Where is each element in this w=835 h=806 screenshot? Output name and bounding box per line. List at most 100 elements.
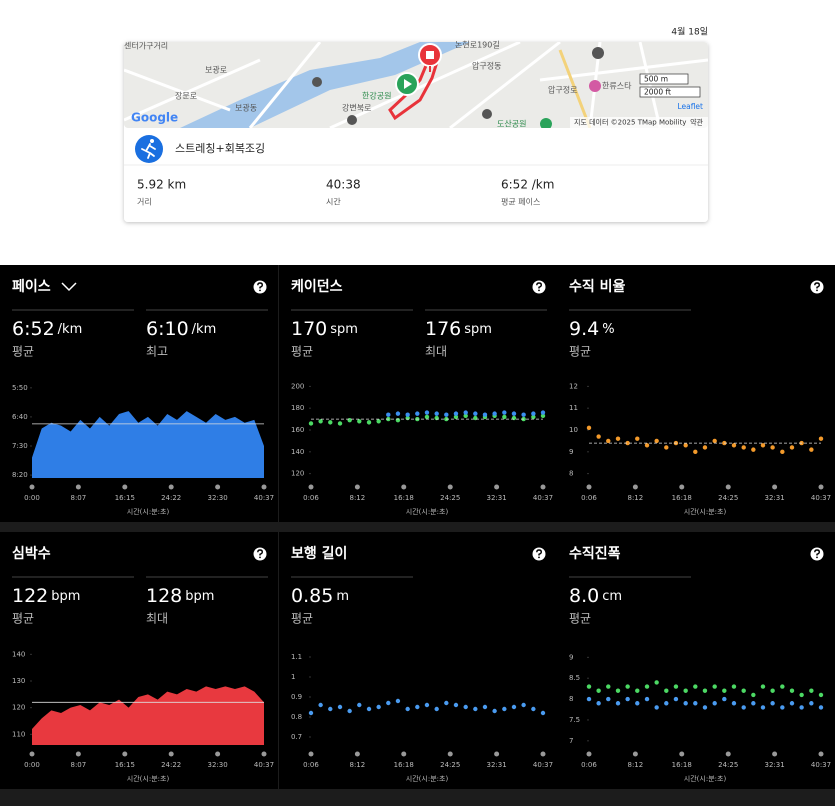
point: [702, 705, 708, 710]
point: [308, 710, 314, 716]
help-dot: [259, 289, 261, 292]
point: [606, 684, 611, 689]
y-tick-label: 180: [291, 404, 304, 412]
point: [347, 708, 352, 714]
x-tick-label: 40:37: [533, 761, 553, 769]
metric-unit: spm: [464, 322, 492, 337]
point: [635, 701, 640, 706]
map-label: 센터가구거리: [124, 41, 168, 51]
point: [596, 688, 601, 693]
x-tick-dot: [725, 751, 731, 757]
point: [453, 411, 459, 416]
point: [635, 436, 640, 441]
point: [502, 706, 507, 712]
metric-number: 9.4: [569, 318, 599, 340]
end-marker: [418, 43, 442, 72]
point: [818, 705, 824, 710]
point: [625, 684, 630, 689]
metric-unit: /km: [192, 322, 217, 337]
point: [741, 705, 746, 710]
x-tick-dot: [818, 484, 824, 490]
x-tick-label: 32:31: [765, 761, 785, 769]
point: [405, 706, 410, 712]
terms-link[interactable]: 약관: [690, 118, 703, 127]
point: [366, 706, 372, 712]
point: [521, 412, 526, 417]
x-tick-label: 32:31: [487, 761, 507, 769]
point: [818, 692, 824, 698]
scale-imperial: 2000 ft: [644, 88, 671, 97]
point: [702, 688, 708, 693]
point: [366, 420, 372, 425]
y-tick-label: 1: [291, 673, 295, 681]
x-tick-dot: [540, 751, 546, 757]
y-tick-label: 140: [291, 448, 304, 456]
point: [424, 414, 430, 420]
x-axis-label: 시간(시:분:초): [127, 774, 170, 783]
point: [376, 419, 381, 424]
metric-number: 6:10: [146, 318, 189, 340]
help-icon[interactable]: [253, 280, 267, 294]
leaflet-link[interactable]: Leaflet: [677, 102, 703, 111]
point: [415, 704, 420, 710]
panel-title: 수직진폭: [569, 545, 621, 562]
point: [473, 706, 478, 712]
point: [760, 443, 766, 448]
point: [664, 701, 669, 706]
point: [644, 684, 650, 689]
attribution: 지도 데이터 ©2025 TMap Mobility: [574, 118, 686, 127]
point: [347, 417, 352, 423]
x-tick-dot: [215, 751, 221, 757]
help-dot: [259, 556, 261, 559]
y-tick-label: 140: [12, 650, 25, 658]
help-dot: [538, 289, 540, 292]
metric-value: 128 bpm: [146, 585, 214, 607]
date: 4월 18일: [671, 26, 708, 38]
x-tick-dot: [494, 484, 500, 490]
help-icon[interactable]: [810, 280, 824, 294]
map-label: 강변북로: [342, 103, 371, 113]
x-axis-label: 시간(시:분:초): [406, 774, 449, 783]
metric-unit: /km: [58, 322, 83, 337]
point: [395, 698, 401, 704]
point: [751, 692, 756, 698]
help-icon[interactable]: [810, 547, 824, 561]
x-tick-label: 0:06: [581, 761, 597, 769]
point: [473, 415, 478, 421]
point: [818, 436, 824, 441]
y-tick-label: 9: [569, 653, 573, 661]
panel-bg: [279, 265, 557, 522]
point: [722, 688, 727, 693]
help-glyph: [536, 549, 543, 556]
point: [453, 414, 459, 420]
metric-value: 9.4%: [569, 318, 615, 340]
metric-label: 최대: [425, 345, 447, 359]
y-tick-label: 11: [569, 404, 578, 412]
help-icon[interactable]: [253, 547, 267, 561]
metric-number: 6:52: [12, 318, 55, 340]
x-tick-dot: [122, 484, 128, 490]
point: [531, 706, 536, 712]
metric-label: 평균: [291, 612, 313, 626]
x-tick-label: 16:18: [672, 494, 692, 502]
help-icon[interactable]: [532, 280, 546, 294]
point: [463, 410, 468, 415]
point: [531, 414, 536, 420]
point: [731, 684, 737, 689]
scale-metric: 500 m: [644, 75, 668, 84]
point: [712, 684, 717, 689]
point: [606, 696, 611, 702]
point: [683, 688, 688, 693]
x-tick-label: 40:37: [254, 761, 274, 769]
point: [337, 704, 343, 710]
map-label: 보광로: [205, 65, 227, 75]
help-icon[interactable]: [532, 547, 546, 561]
metric-number: 122: [12, 585, 48, 607]
help-dot: [538, 556, 540, 559]
point: [531, 411, 536, 416]
point: [318, 702, 323, 708]
x-tick-label: 16:15: [115, 494, 135, 502]
x-tick-dot: [679, 751, 685, 757]
x-tick-dot: [725, 484, 731, 490]
